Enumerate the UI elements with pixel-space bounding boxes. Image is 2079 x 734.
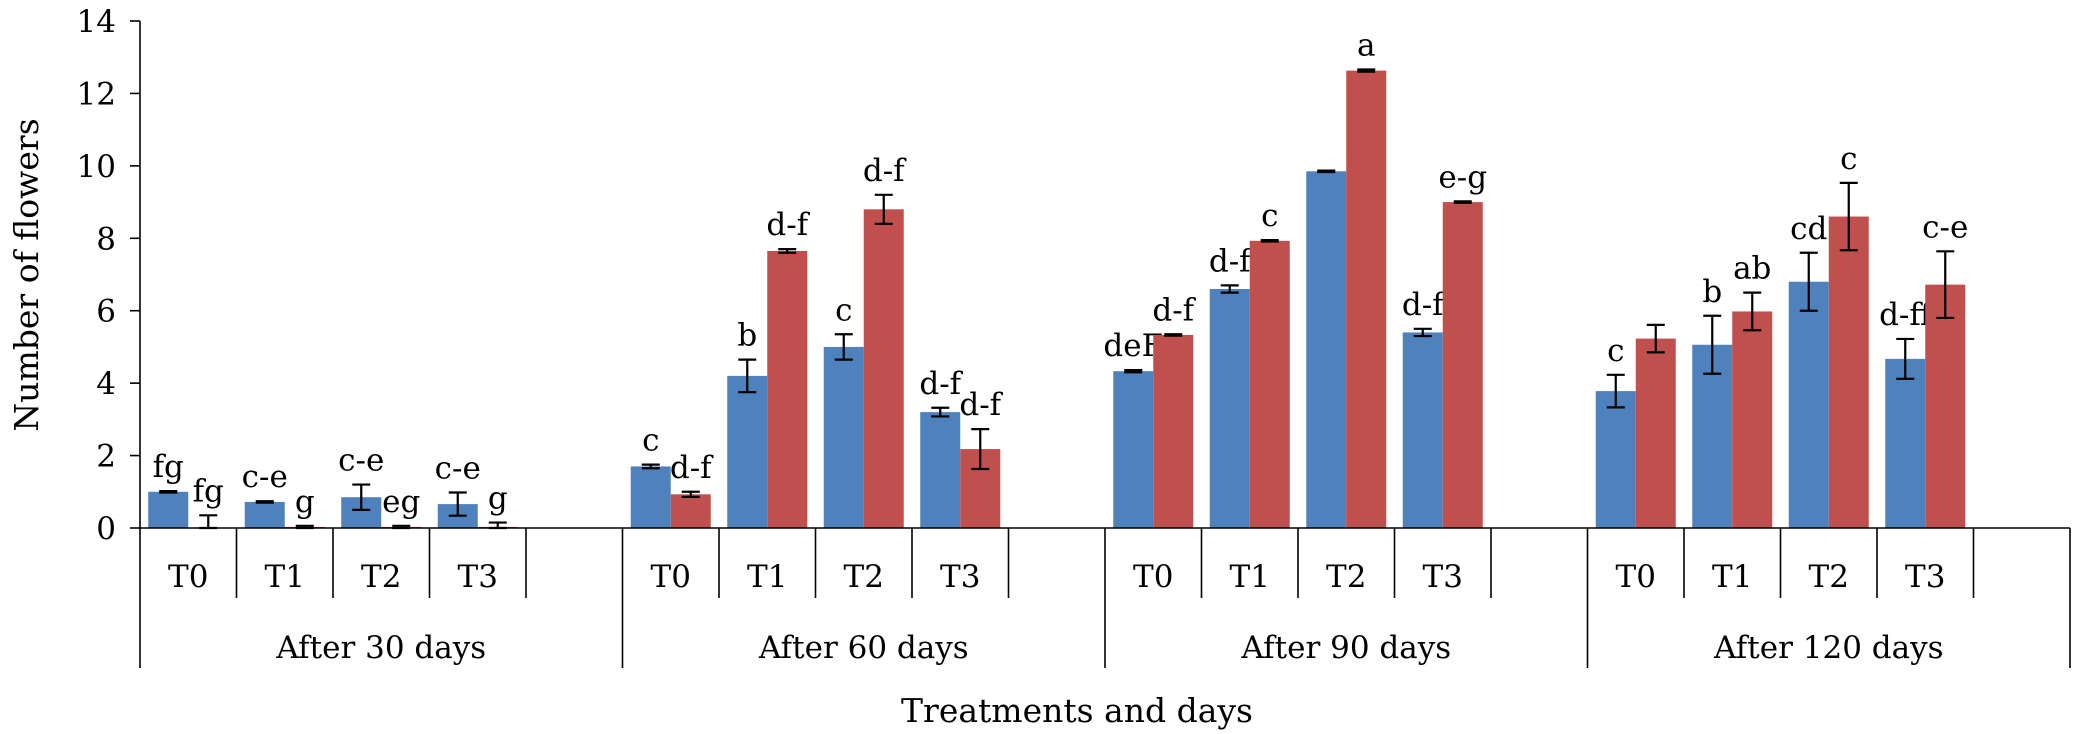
data-label: d-f xyxy=(1152,292,1196,328)
bar xyxy=(148,491,189,528)
data-label: d-f xyxy=(1209,243,1253,279)
data-label: deF xyxy=(1103,328,1163,364)
bars: fg c-e c-e c-efg g eg gcbcd-fd-fd-fd-fd-fdeFd-… xyxy=(148,28,1968,530)
data-label: c-e xyxy=(338,443,384,479)
data-label: d-f xyxy=(670,450,714,486)
bar xyxy=(767,250,808,529)
group-label: After 60 days xyxy=(758,630,969,666)
bar xyxy=(1306,171,1347,528)
data-label: c xyxy=(1840,141,1857,177)
category-label: T3 xyxy=(940,559,980,595)
data-label: c-e xyxy=(242,459,288,495)
category-label: T3 xyxy=(1905,559,1945,595)
bar xyxy=(1153,334,1194,528)
group-label: After 30 days xyxy=(275,630,486,666)
category-label: T1 xyxy=(1230,559,1270,595)
bar xyxy=(1249,240,1290,528)
x-axis-title: Treatments and days xyxy=(901,691,1253,730)
bar xyxy=(863,209,904,529)
data-label: a xyxy=(1357,28,1375,64)
data-label: fg xyxy=(193,473,224,509)
data-label: cd xyxy=(1790,211,1827,247)
data-label: c xyxy=(835,292,852,328)
data-label: eg xyxy=(382,484,420,520)
data-label: g xyxy=(488,481,508,517)
data-label: c xyxy=(1607,333,1624,369)
y-tick-label: 12 xyxy=(77,76,116,112)
data-label: e-g xyxy=(1438,159,1487,195)
data-label: c-e xyxy=(435,451,481,487)
y-tick-label: 10 xyxy=(77,149,116,185)
y-tick-label: 4 xyxy=(96,366,116,402)
bar xyxy=(670,494,711,528)
y-tick-label: 6 xyxy=(96,294,116,330)
bar xyxy=(920,412,961,528)
bar xyxy=(1925,284,1966,528)
category-label: T2 xyxy=(361,559,401,595)
bar xyxy=(1635,338,1676,528)
category-label: T0 xyxy=(1133,559,1173,595)
data-label: d-f xyxy=(1402,287,1446,323)
category-label: T0 xyxy=(1616,559,1656,595)
data-label: d-f xyxy=(766,207,810,243)
category-label: T0 xyxy=(168,559,208,595)
x-axis: T0 T1 T2 T3 After 30 days T0 T1 T2 T3 After 60 da… xyxy=(139,527,2071,668)
category-label: T1 xyxy=(747,559,787,595)
bar xyxy=(1788,281,1829,528)
data-label: ab xyxy=(1733,251,1771,287)
category-label: T1 xyxy=(1712,559,1752,595)
y-tick-label: 14 xyxy=(77,4,116,40)
bar xyxy=(1885,358,1926,528)
category-label: T2 xyxy=(1326,559,1366,595)
category-label: T3 xyxy=(458,559,498,595)
bar xyxy=(630,466,671,528)
category-label: T2 xyxy=(1809,559,1849,595)
data-label: c xyxy=(1261,198,1278,234)
data-label: d-f xyxy=(863,153,907,189)
y-tick-label: 8 xyxy=(96,221,116,257)
data-label: b xyxy=(1702,274,1722,310)
data-label: g xyxy=(295,484,315,520)
y-axis-title: Number of flowers xyxy=(7,118,46,431)
data-label: d-f xyxy=(959,387,1003,423)
category-label: T3 xyxy=(1423,559,1463,595)
group-label: After 90 days xyxy=(1240,630,1451,666)
bar xyxy=(727,375,768,528)
bar xyxy=(244,501,285,528)
data-label: c xyxy=(642,423,659,459)
data-label: c-e xyxy=(1922,209,1968,245)
bar xyxy=(1402,332,1443,528)
data-label: d-ff xyxy=(1879,297,1933,333)
bar xyxy=(1209,288,1250,528)
category-label: T1 xyxy=(265,559,305,595)
bar xyxy=(823,346,864,528)
bar xyxy=(1692,344,1733,528)
bar xyxy=(1828,216,1869,529)
bar xyxy=(1346,70,1387,528)
category-label: T0 xyxy=(651,559,691,595)
bar xyxy=(1595,391,1636,528)
data-label: d-f xyxy=(919,366,963,402)
y-axis: 0 2 4 6 8 10 12 14 xyxy=(77,4,141,547)
y-tick-label: 2 xyxy=(96,439,116,475)
data-label: fg xyxy=(153,449,184,485)
category-label: T2 xyxy=(844,559,884,595)
bar xyxy=(1442,202,1483,529)
y-tick-label: 0 xyxy=(96,511,116,547)
group-label: After 120 days xyxy=(1713,630,1944,666)
data-label: b xyxy=(737,318,757,354)
bar xyxy=(1732,311,1773,528)
bar xyxy=(1113,371,1154,528)
